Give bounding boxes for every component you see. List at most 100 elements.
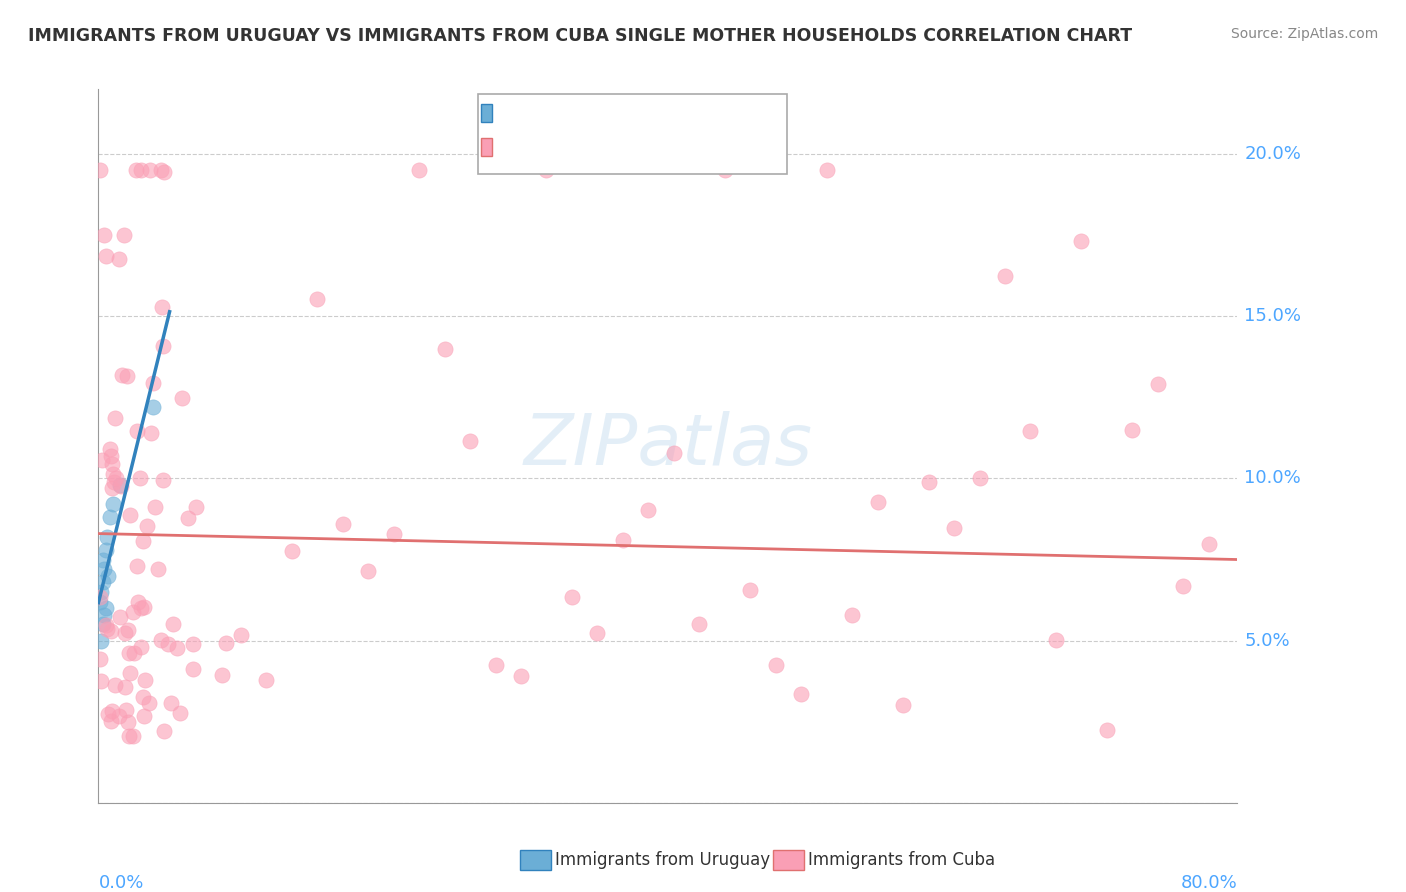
Uruguay	[90, 633, 112, 648]
Cuba	[138, 696, 160, 710]
Cuba	[215, 636, 238, 650]
Cuba	[156, 636, 179, 650]
Cuba	[114, 626, 136, 640]
Cuba	[408, 163, 430, 178]
Cuba	[114, 680, 136, 694]
Cuba	[127, 558, 149, 573]
Text: R =: R =	[495, 140, 523, 154]
Cuba	[254, 673, 277, 688]
Cuba	[150, 633, 173, 648]
Uruguay	[97, 568, 120, 582]
Cuba	[229, 628, 252, 642]
Cuba	[89, 163, 111, 178]
Text: ZIPatlas: ZIPatlas	[523, 411, 813, 481]
Cuba	[97, 706, 120, 721]
Text: Immigrants from Cuba: Immigrants from Cuba	[808, 851, 995, 869]
Cuba	[101, 467, 124, 481]
Text: R =: R =	[495, 106, 523, 120]
Cuba	[169, 706, 191, 720]
Text: Source: ZipAtlas.com: Source: ZipAtlas.com	[1230, 27, 1378, 41]
Cuba	[943, 521, 966, 535]
Cuba	[129, 601, 152, 615]
Cuba	[866, 494, 889, 508]
Cuba	[1121, 423, 1143, 437]
Cuba	[134, 599, 156, 614]
Text: 80.0%: 80.0%	[1181, 874, 1237, 892]
Cuba	[127, 594, 149, 608]
Cuba	[586, 625, 609, 640]
Text: N =: N =	[612, 140, 641, 154]
Cuba	[561, 590, 583, 604]
Cuba	[280, 543, 302, 558]
Uruguay	[94, 601, 117, 615]
Cuba	[166, 640, 188, 655]
Cuba	[115, 703, 138, 717]
Cuba	[100, 624, 122, 638]
Cuba	[1045, 633, 1067, 648]
Cuba	[170, 391, 193, 405]
Cuba	[152, 723, 174, 738]
Cuba	[89, 590, 111, 604]
Cuba	[129, 163, 152, 178]
Cuba	[332, 516, 354, 531]
Cuba	[94, 617, 117, 632]
Cuba	[117, 624, 139, 638]
Cuba	[118, 646, 141, 660]
Cuba	[105, 471, 128, 485]
Uruguay	[91, 617, 114, 632]
Cuba	[94, 249, 117, 263]
Cuba	[184, 500, 207, 514]
Cuba	[917, 475, 939, 490]
Uruguay	[96, 530, 118, 544]
Cuba	[153, 165, 176, 179]
Uruguay	[108, 478, 131, 492]
Cuba	[139, 163, 162, 178]
Cuba	[1173, 579, 1195, 593]
Cuba	[132, 690, 155, 704]
Cuba	[150, 300, 173, 314]
Cuba	[100, 449, 122, 463]
Cuba	[103, 475, 125, 490]
Cuba	[765, 657, 787, 672]
Cuba	[118, 665, 141, 680]
Text: 20.0%: 20.0%	[1244, 145, 1302, 163]
Text: Immigrants from Uruguay: Immigrants from Uruguay	[555, 851, 770, 869]
Cuba	[139, 426, 162, 441]
Cuba	[714, 163, 737, 178]
Cuba	[136, 519, 159, 533]
Text: 119: 119	[661, 138, 696, 156]
Uruguay	[93, 607, 115, 622]
Cuba	[1019, 424, 1042, 438]
Uruguay	[91, 575, 114, 590]
Cuba	[128, 471, 150, 485]
Cuba	[307, 293, 329, 307]
Uruguay	[141, 400, 163, 414]
Uruguay	[93, 562, 115, 576]
Text: N =: N =	[612, 106, 641, 120]
Cuba	[1147, 376, 1170, 391]
Cuba	[108, 709, 131, 723]
Cuba	[1095, 723, 1118, 737]
Cuba	[93, 228, 115, 243]
Cuba	[96, 622, 118, 636]
Text: 16: 16	[661, 104, 683, 122]
Uruguay	[90, 585, 112, 599]
Cuba	[150, 163, 173, 178]
Cuba	[104, 678, 127, 692]
Cuba	[90, 673, 112, 688]
Cuba	[1198, 537, 1220, 551]
Cuba	[181, 662, 204, 676]
Cuba	[125, 424, 148, 438]
Text: 15.0%: 15.0%	[1244, 307, 1302, 326]
Cuba	[612, 533, 634, 547]
Cuba	[117, 368, 139, 383]
Cuba	[89, 652, 111, 666]
Cuba	[117, 715, 139, 730]
Uruguay	[94, 542, 117, 557]
Cuba	[98, 442, 121, 457]
Cuba	[969, 471, 991, 485]
Cuba	[841, 608, 863, 623]
Cuba	[162, 616, 184, 631]
Cuba	[790, 687, 813, 701]
Cuba	[143, 500, 166, 515]
